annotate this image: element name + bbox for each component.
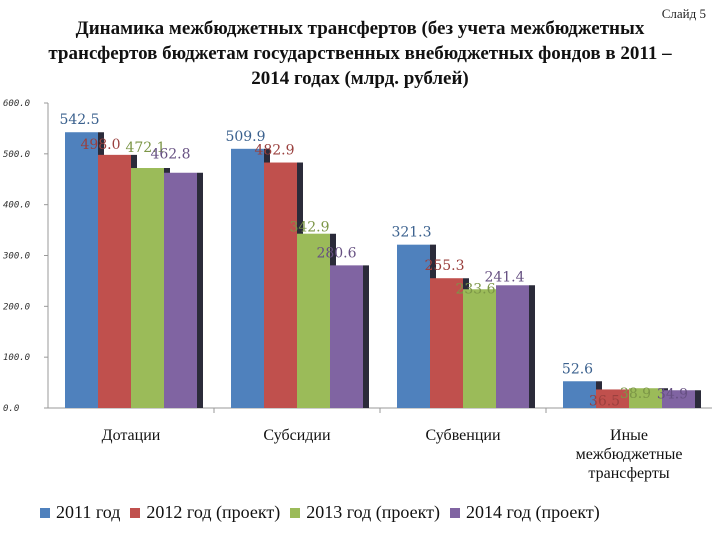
data-label: 472.1 <box>125 140 165 156</box>
data-label: 233.6 <box>455 281 495 297</box>
legend-swatch <box>40 507 50 518</box>
legend-label: 2014 год (проект) <box>465 502 600 522</box>
bar <box>131 168 164 408</box>
x-tick-label: Дотации <box>102 427 161 444</box>
bar <box>98 154 131 408</box>
bar <box>662 390 695 408</box>
legend-item: 2011 год <box>40 502 120 523</box>
bar <box>629 388 662 408</box>
data-label: 36.5 <box>589 393 620 409</box>
legend-item: 2014 год (проект) <box>449 502 600 523</box>
chart-legend: 2011 год 2012 год (проект) 2013 год (проек… <box>40 502 700 523</box>
bar <box>330 265 363 408</box>
y-tick-label: 600.0 <box>3 99 30 109</box>
bar <box>297 233 330 408</box>
legend-item: 2013 год (проект) <box>290 502 440 523</box>
data-label: 482.9 <box>254 143 294 159</box>
data-label: 34.9 <box>657 386 688 402</box>
bar <box>264 162 297 408</box>
bar <box>164 172 197 408</box>
data-label: 462.8 <box>150 147 190 163</box>
data-label: 255.3 <box>424 258 464 274</box>
data-label: 542.5 <box>59 112 99 128</box>
y-tick-label: 0.0 <box>3 404 19 414</box>
legend-swatch <box>449 507 460 518</box>
data-label: 498.0 <box>80 137 120 153</box>
slide-number: Слайд 5 <box>661 6 706 21</box>
legend-label: 2013 год (проект) <box>306 502 440 522</box>
data-label: 321.3 <box>391 225 431 241</box>
data-label: 52.6 <box>562 361 593 377</box>
data-label: 342.9 <box>289 220 329 236</box>
bar <box>563 381 596 408</box>
data-label: 241.4 <box>484 269 524 285</box>
y-tick-label: 200.0 <box>3 302 30 312</box>
y-tick-label: 500.0 <box>3 150 30 160</box>
data-label: 280.6 <box>316 245 356 261</box>
legend-swatch <box>290 507 301 518</box>
bar <box>430 278 463 408</box>
data-label: 509.9 <box>225 129 265 145</box>
bar <box>463 289 496 408</box>
y-tick-label: 300.0 <box>2 252 30 262</box>
bar <box>231 148 264 408</box>
y-tick-label: 400.0 <box>3 201 30 211</box>
x-tick-label: межбюджетные <box>576 446 683 463</box>
legend-swatch <box>130 507 141 518</box>
bar-side <box>529 285 535 408</box>
data-label: 38.9 <box>620 386 651 402</box>
x-tick-label: Иные <box>610 427 648 444</box>
bar <box>596 389 629 408</box>
legend-item: 2012 год (проект) <box>130 502 280 523</box>
x-tick-label: трансферты <box>588 465 669 482</box>
bar <box>65 132 98 408</box>
bar-side <box>197 172 203 408</box>
legend-label: 2012 год (проект) <box>146 502 281 522</box>
bar <box>496 285 529 408</box>
bar-side <box>363 265 369 408</box>
chart-title: Динамика межбюджетных трансфертов (без у… <box>48 18 672 89</box>
bar-side <box>695 390 701 408</box>
x-tick-label: Субсидии <box>263 427 331 444</box>
bar-chart: 0.0 100.0 200.0 300.0 400.0 500.0 600.0 542.5 49… <box>2 99 712 482</box>
legend-label: 2011 год <box>56 502 121 522</box>
y-tick-label: 100.0 <box>3 353 30 363</box>
bar <box>397 244 430 408</box>
x-tick-label: Субвенции <box>425 427 500 444</box>
